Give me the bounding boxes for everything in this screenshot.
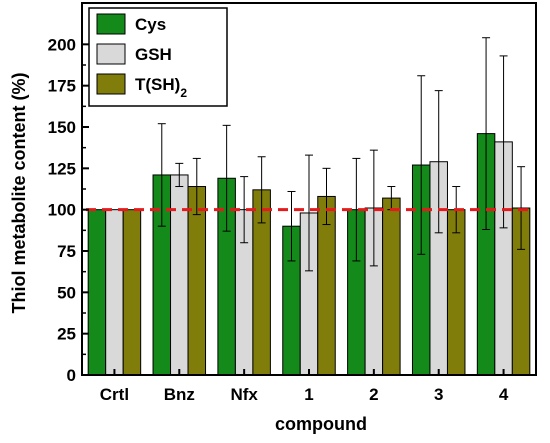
bar-tsh-crtl <box>122 209 142 376</box>
bar-tsh-2 <box>382 197 401 376</box>
error-bar-tsh-nfx <box>257 156 266 224</box>
error-bar-cys-4 <box>482 37 491 231</box>
y-tick-label: 75 <box>57 242 76 261</box>
bar-tsh-3 <box>446 209 466 376</box>
y-tick-label: 175 <box>48 77 76 96</box>
error-bar-cys-3 <box>417 75 426 255</box>
error-bar-gsh-bnz <box>175 162 184 188</box>
x-axis-title: compound <box>275 414 367 434</box>
axes-layer: 0 25 50 75 100 125 150 175 200 Crtl Bnz Nfx 1 2 3 4 <box>48 2 537 404</box>
error-bar-gsh-4 <box>499 55 508 229</box>
x-tick-label-bnz: Bnz <box>164 385 195 404</box>
error-bar-gsh-nfx <box>240 176 249 244</box>
y-tick-label: 100 <box>48 201 76 220</box>
error-bar-cys-nfx <box>222 124 231 232</box>
x-tick-label-nfx: Nfx <box>230 385 258 404</box>
legend-swatch-tsh <box>96 73 126 95</box>
bar-gsh-crtl <box>105 209 124 376</box>
y-tick-label: 25 <box>57 325 76 344</box>
x-tick-label-1: 1 <box>304 385 313 404</box>
error-bar-cys-2 <box>352 157 361 262</box>
error-bar-gsh-1 <box>305 154 313 272</box>
legend-label-gsh: GSH <box>135 45 172 64</box>
legend-swatch-gsh <box>96 43 126 65</box>
error-bar-tsh-1 <box>322 167 331 226</box>
bar-cys-crtl <box>87 209 107 376</box>
error-bar-tsh-4 <box>517 166 526 250</box>
x-tick-label-2: 2 <box>369 385 378 404</box>
error-bar-cys-1 <box>287 190 296 262</box>
y-axis-title: Thiol metabolite content (%) <box>9 72 29 313</box>
y-tick-label: 0 <box>67 366 76 385</box>
y-tick-label: 200 <box>48 35 76 54</box>
error-bar-cys-bnz <box>157 123 166 227</box>
x-tick-label-4: 4 <box>499 385 509 404</box>
y-tick-label: 125 <box>48 159 76 178</box>
bars-layer <box>86 37 532 376</box>
y-tick-label: 50 <box>57 283 76 302</box>
y-tick-label: 150 <box>48 118 76 137</box>
legend-swatch-cys <box>96 13 126 35</box>
error-bar-tsh-bnz <box>192 157 201 216</box>
error-bar-gsh-2 <box>369 149 378 267</box>
legend-label-cys: Cys <box>135 15 166 34</box>
bar-gsh-bnz <box>170 174 189 376</box>
x-tick-label-3: 3 <box>434 385 443 404</box>
x-tick-label-crtl: Crtl <box>100 385 129 404</box>
